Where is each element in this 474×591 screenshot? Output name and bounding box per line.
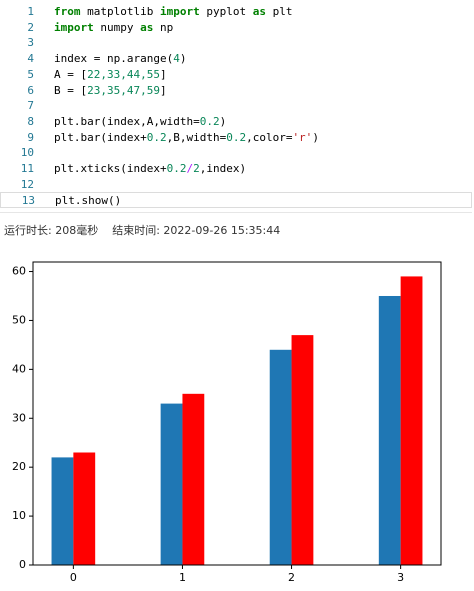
code-line: 6 B = [23,35,47,59] <box>0 83 472 99</box>
code-token: from <box>54 5 81 18</box>
code-line: 2 import numpy as np <box>0 20 472 36</box>
code-line: 1 from matplotlib import pyplot as plt <box>0 4 472 20</box>
plot-frame <box>32 261 442 566</box>
code-token: B = [ <box>54 83 88 97</box>
bar <box>51 457 74 565</box>
code-token: matplotlib <box>80 5 160 18</box>
code-token: ,B,width= <box>166 130 227 144</box>
code-token: 2 <box>193 162 200 175</box>
code-token: ] <box>159 83 167 97</box>
y-tick-label: 20 <box>12 460 26 473</box>
line-number: 6 <box>27 83 34 97</box>
code-token: 23,35,47,59 <box>87 83 160 97</box>
line-number: 7 <box>27 99 34 113</box>
code-token: numpy <box>93 20 141 34</box>
code-line: 4 index = np.arange(4) <box>0 51 472 67</box>
line-number: 10 <box>20 146 34 160</box>
line-number: 5 <box>27 67 34 81</box>
x-tick-label: 1 <box>179 571 186 584</box>
code-token: 'r' <box>292 130 313 144</box>
chart: 0 10 20 30 40 50 60 0 1 2 3 <box>12 261 442 584</box>
code-text: A = [22,33,44,55] <box>54 67 167 83</box>
code-line: 13 plt.show() <box>0 192 472 209</box>
bar <box>291 335 314 565</box>
x-tick-label: 2 <box>288 571 295 584</box>
bar <box>182 393 205 565</box>
code-token: plt.xticks(index+ <box>54 162 167 175</box>
code-token: ) <box>312 130 319 144</box>
code-token: import <box>54 20 94 34</box>
code-line: 3 <box>0 35 472 51</box>
code-line: 7 <box>0 98 472 114</box>
code-token: ,color= <box>246 130 293 144</box>
finish-time: 结束时间: 2022-09-26 15:35:44 <box>112 224 281 237</box>
y-tick-label: 60 <box>12 265 26 278</box>
code-line: 10 <box>0 145 472 161</box>
bar <box>73 452 96 565</box>
line-number: 13 <box>21 194 35 208</box>
bar <box>378 295 401 565</box>
y-tick-label: 50 <box>12 313 26 326</box>
code-token: / <box>186 162 194 175</box>
code-line: 8 plt.bar(index,A,width=0.2) <box>0 114 472 130</box>
x-tick-label: 0 <box>70 571 77 584</box>
code-token: np <box>153 20 174 34</box>
code-line: 5 A = [22,33,44,55] <box>0 67 472 83</box>
code-line: 11 plt.xticks(index+0.2/2,index) <box>0 161 472 177</box>
line-number: 9 <box>27 130 34 144</box>
code-editor[interactable]: 1 from matplotlib import pyplot as plt 2 im… <box>0 4 472 213</box>
code-text: index = np.arange(4) <box>54 51 186 67</box>
code-token: 0.2 <box>199 114 220 128</box>
x-tick-label: 3 <box>397 571 404 584</box>
bar <box>269 349 292 565</box>
code-line: 12 <box>0 177 472 193</box>
code-text: B = [23,35,47,59] <box>54 83 167 99</box>
code-token: as <box>252 5 266 18</box>
line-number: 1 <box>27 5 34 18</box>
code-token: pyplot <box>199 5 253 18</box>
line-number: 8 <box>27 114 34 128</box>
status-bar: 运行时长: 208毫秒 结束时间: 2022-09-26 15:35:44 <box>4 222 294 238</box>
code-text: import numpy as np <box>54 20 173 36</box>
code-token: plt <box>265 5 293 18</box>
code-token: plt.bar(index+ <box>54 130 147 144</box>
code-token: import <box>159 5 200 18</box>
code-text: plt.show() <box>55 193 121 209</box>
code-token: ) <box>179 52 187 66</box>
bar <box>400 276 423 565</box>
code-token: 0.2 <box>226 130 247 144</box>
code-token: index = np.arange( <box>54 52 174 66</box>
line-number: 2 <box>27 20 34 34</box>
code-text: from matplotlib import pyplot as plt <box>54 4 292 20</box>
y-tick-label: 10 <box>12 509 26 522</box>
code-token: 0.2 <box>166 162 187 175</box>
code-token: ,index) <box>199 162 247 175</box>
bar <box>160 403 183 565</box>
y-tick-label: 0 <box>19 558 26 571</box>
code-token: ] <box>159 67 167 81</box>
code-token: A = [ <box>54 67 88 81</box>
y-tick-label: 30 <box>12 411 26 424</box>
line-number: 3 <box>27 36 34 50</box>
code-text: plt.bar(index,A,width=0.2) <box>54 114 226 130</box>
duration: 运行时长: 208毫秒 <box>4 224 99 237</box>
line-number: 12 <box>20 177 34 191</box>
line-number: 11 <box>20 162 34 175</box>
code-token: 0.2 <box>146 130 167 144</box>
code-line: 9 plt.bar(index+0.2,B,width=0.2,color='r'… <box>0 130 472 146</box>
line-number: 4 <box>27 52 34 66</box>
code-token: as <box>140 20 154 34</box>
code-token: ) <box>219 114 227 128</box>
code-token: plt.bar(index,A,width= <box>54 114 200 128</box>
code-text: plt.xticks(index+0.2/2,index) <box>54 161 246 177</box>
code-token: 4 <box>173 52 180 66</box>
code-text: plt.bar(index+0.2,B,width=0.2,color='r') <box>54 130 319 146</box>
y-tick-label: 40 <box>12 362 26 375</box>
code-token: plt.show() <box>55 194 122 208</box>
code-token: 22,33,44,55 <box>87 67 160 81</box>
